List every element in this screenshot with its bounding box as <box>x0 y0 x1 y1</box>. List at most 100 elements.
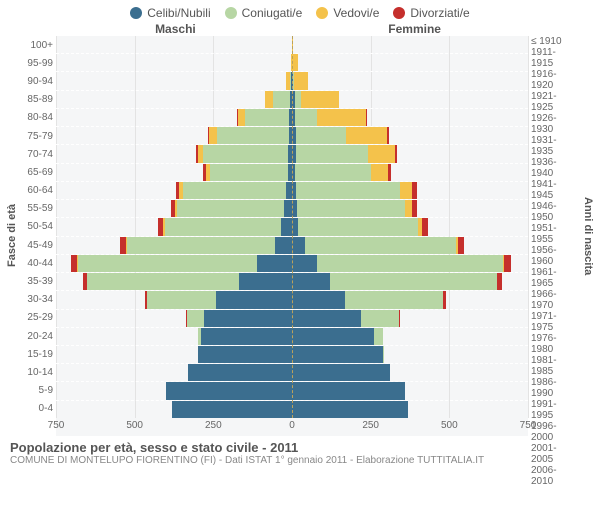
legend-label: Divorziati/e <box>410 6 469 20</box>
bar-seg-m-c <box>166 382 292 399</box>
birth-label: 1916-1920 <box>528 69 580 91</box>
bar-seg-f-v <box>368 145 395 162</box>
bar-seg-f-c <box>292 364 390 381</box>
bar-seg-m-co <box>183 182 287 199</box>
age-label: 30-34 <box>20 291 56 309</box>
birth-label: 1971-1975 <box>528 311 580 333</box>
legend-swatch <box>130 7 142 19</box>
bar-seg-f-d <box>399 310 400 327</box>
bar-seg-f-d <box>497 273 502 290</box>
bar-seg-m-co <box>217 127 289 144</box>
age-label: 45-49 <box>20 236 56 254</box>
bar-seg-f-c <box>292 237 305 254</box>
bar-seg-f-d <box>458 237 464 254</box>
bar-seg-m-co <box>177 200 284 217</box>
bar-seg-m-c <box>201 328 292 345</box>
footer-subtitle: COMUNE DI MONTELUPO FIORENTINO (FI) - Da… <box>10 455 590 466</box>
bar-seg-f-v <box>371 164 388 181</box>
legend: Celibi/Nubili Coniugati/e Vedovi/e Divorzia… <box>0 0 600 22</box>
bar-seg-m-v <box>265 91 273 108</box>
footer-title: Popolazione per età, sesso e stato civil… <box>10 440 590 455</box>
bar-seg-f-v <box>301 91 339 108</box>
birth-label: 1966-1970 <box>528 289 580 311</box>
bar-seg-m-co <box>245 109 289 126</box>
legend-item: Vedovi/e <box>316 6 379 20</box>
birth-label: 1911-1915 <box>528 47 580 69</box>
bar-seg-m-co <box>127 237 275 254</box>
age-label: 75-79 <box>20 127 56 145</box>
legend-item: Divorziati/e <box>393 6 469 20</box>
bar-seg-m-c <box>281 218 292 235</box>
bar-seg-f-d <box>504 255 511 272</box>
age-label: 90-94 <box>20 72 56 90</box>
bar-seg-m-v <box>238 109 246 126</box>
center-line <box>292 36 293 418</box>
bar-seg-f-co <box>298 218 418 235</box>
bar-seg-f-co <box>296 127 346 144</box>
age-label: 65-69 <box>20 163 56 181</box>
bar-seg-f-c <box>292 382 405 399</box>
age-label: 25-29 <box>20 309 56 327</box>
bar-seg-m-co <box>147 291 216 308</box>
x-tick: 0 <box>289 420 295 431</box>
bar-seg-f-c <box>292 328 374 345</box>
bar-seg-m-c <box>198 346 292 363</box>
age-label: 50-54 <box>20 218 56 236</box>
age-label: 80-84 <box>20 109 56 127</box>
bar-seg-m-c <box>172 401 292 418</box>
legend-item: Celibi/Nubili <box>130 6 210 20</box>
bar-seg-f-v <box>317 109 366 126</box>
age-label: 15-19 <box>20 345 56 363</box>
bar-seg-f-d <box>366 109 367 126</box>
bar-seg-f-c <box>292 291 345 308</box>
bar-seg-f-co <box>361 310 399 327</box>
bar-seg-m-co <box>78 255 257 272</box>
age-label: 10-14 <box>20 363 56 381</box>
bar-seg-m-co <box>273 91 290 108</box>
birth-label: 1991-1995 <box>528 399 580 421</box>
legend-label: Coniugati/e <box>242 6 303 20</box>
birth-label: 1976-1980 <box>528 333 580 355</box>
age-label: 70-74 <box>20 145 56 163</box>
birth-label: 1926-1930 <box>528 113 580 135</box>
bar-seg-f-co <box>383 346 384 363</box>
bar-seg-f-c <box>292 273 330 290</box>
bar-seg-f-co <box>330 273 497 290</box>
bar-seg-m-co <box>203 145 288 162</box>
age-label: 85-89 <box>20 91 56 109</box>
y-labels-left: 100+95-9990-9485-8980-8475-7970-7465-696… <box>20 36 56 436</box>
legend-label: Celibi/Nubili <box>147 6 210 20</box>
y-labels-right: ≤ 19101911-19151916-19201921-19251926-19… <box>528 36 580 436</box>
bar-seg-f-d <box>395 145 398 162</box>
gridline <box>528 36 529 418</box>
bar-seg-m-v <box>209 127 217 144</box>
age-label: 55-59 <box>20 200 56 218</box>
bar-seg-f-v <box>400 182 413 199</box>
bar-seg-f-v <box>346 127 387 144</box>
birth-label: ≤ 1910 <box>528 36 580 47</box>
birth-label: 1981-1985 <box>528 355 580 377</box>
birth-label: 1931-1935 <box>528 135 580 157</box>
birth-label: 1986-1990 <box>528 377 580 399</box>
bar-seg-m-co <box>87 273 238 290</box>
bar-seg-m-c <box>239 273 292 290</box>
bar-seg-f-co <box>317 255 503 272</box>
x-axis: 7505002500250500750 <box>56 418 528 436</box>
legend-item: Coniugati/e <box>225 6 303 20</box>
birth-label: 2006-2010 <box>528 465 580 487</box>
bar-seg-f-co <box>345 291 443 308</box>
birth-label: 1936-1940 <box>528 157 580 179</box>
bar-seg-f-c <box>292 310 361 327</box>
age-label: 20-24 <box>20 327 56 345</box>
bar-seg-f-c <box>292 255 317 272</box>
y-axis-left-title: Fasce di età <box>6 36 20 436</box>
bar-seg-m-co <box>210 164 289 181</box>
bar-seg-f-co <box>297 200 406 217</box>
bar-seg-f-co <box>295 164 371 181</box>
bar-seg-f-d <box>443 291 446 308</box>
x-tick: 500 <box>126 420 143 431</box>
bar-seg-m-c <box>204 310 292 327</box>
plot-area: 7505002500250500750 <box>56 36 528 436</box>
bar-seg-f-co <box>296 182 400 199</box>
bar-seg-f-d <box>412 200 417 217</box>
